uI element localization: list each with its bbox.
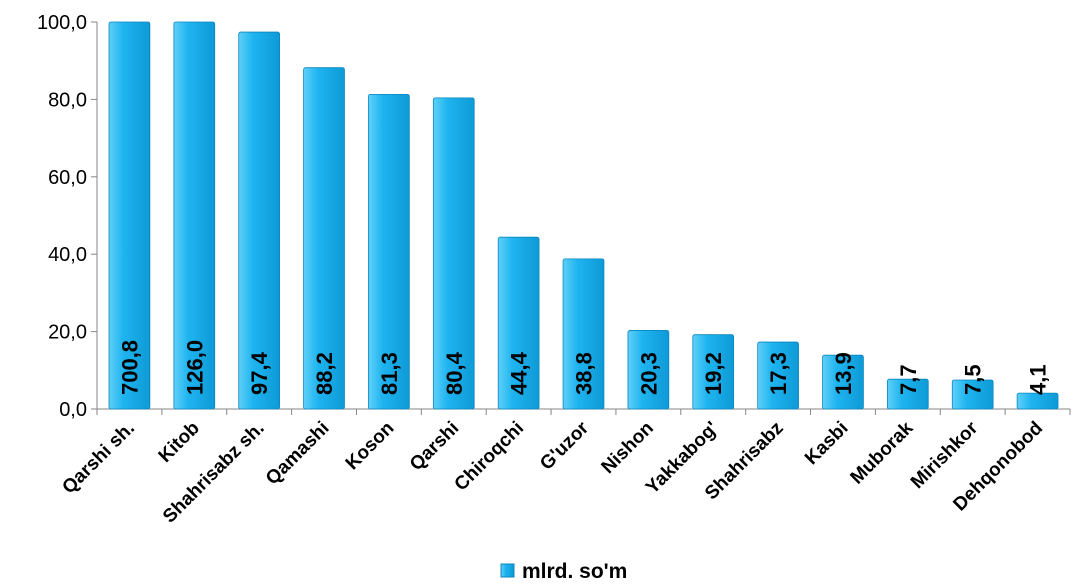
legend-swatch	[500, 563, 515, 578]
bar	[951, 379, 994, 410]
bar	[562, 258, 605, 410]
data-label: 97,4	[247, 351, 272, 395]
data-label: 88,2	[312, 352, 337, 395]
x-tick-label: Qarshi	[406, 418, 463, 475]
bar	[108, 21, 151, 410]
y-tick-label: 0,0	[59, 399, 87, 421]
data-label: 38,8	[572, 352, 597, 395]
bar	[757, 341, 799, 410]
bar	[822, 354, 864, 410]
x-tick-label: Qarshi sh.	[58, 418, 139, 499]
data-label: 4,1	[1026, 364, 1051, 395]
data-label: 17,3	[766, 352, 791, 395]
bar	[497, 236, 540, 410]
data-label: 126,0	[182, 340, 207, 395]
legend-label: mlrd. so'm	[522, 560, 627, 583]
bar	[368, 93, 410, 410]
bar	[303, 67, 345, 410]
x-tick-label: Kitob	[155, 418, 204, 467]
bar	[692, 334, 735, 410]
x-tick-label: Qamashi	[262, 418, 334, 490]
bar	[432, 97, 475, 410]
bar	[238, 31, 280, 410]
data-label: 7,7	[896, 364, 921, 395]
x-tick-label: Nishon	[598, 418, 658, 478]
data-label: 13,9	[831, 352, 856, 395]
y-tick-label: 40,0	[48, 244, 87, 266]
x-tick-label: Koson	[342, 418, 399, 475]
data-label: 44,4	[507, 351, 532, 395]
bar	[887, 378, 929, 410]
bar	[173, 21, 216, 410]
data-label: 7,5	[961, 364, 986, 395]
y-tick-label: 100,0	[37, 12, 87, 34]
bar	[1016, 392, 1059, 410]
x-tick-label: G'uzor	[536, 417, 593, 474]
data-label: 700,8	[117, 340, 142, 395]
y-tick-label: 20,0	[48, 322, 87, 344]
bar	[627, 330, 670, 410]
data-label: 20,3	[636, 352, 661, 395]
data-label: 80,4	[442, 351, 467, 395]
data-label: 81,3	[377, 352, 402, 395]
y-tick-label: 60,0	[48, 167, 87, 189]
x-tick-label: Kasbi	[801, 418, 852, 469]
y-tick-label: 80,0	[48, 89, 87, 111]
x-tick-label: Chiroqchi	[451, 418, 529, 496]
legend: mlrd. so'm	[500, 560, 627, 583]
data-label: 19,2	[701, 352, 726, 395]
